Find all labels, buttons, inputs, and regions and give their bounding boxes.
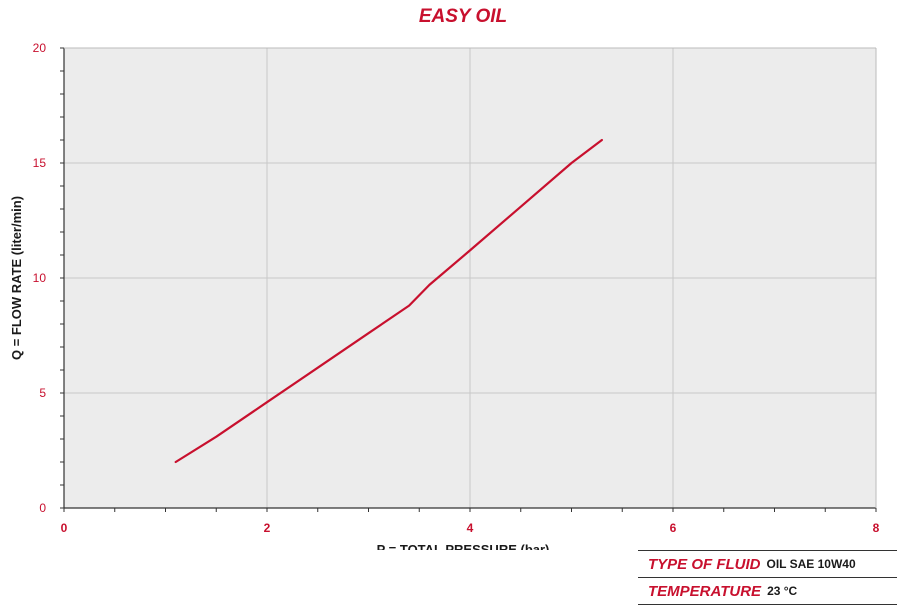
y-axis-label: Q = FLOW RATE (liter/min) (9, 196, 24, 360)
x-tick-label-8: 8 (873, 521, 880, 535)
y-tick-labels: 0 5 10 15 20 (33, 41, 47, 515)
x-tick-label-0: 0 (61, 521, 68, 535)
series-group (174, 138, 603, 464)
fluid-type-row: TYPE OF FLUID OIL SAE 10W40 (638, 551, 897, 578)
chart-title: EASY OIL (419, 6, 507, 27)
x-tick-labels: 0 2 4 6 8 (61, 521, 880, 535)
y-tick-label-10: 10 (33, 271, 47, 285)
fluid-info-table: TYPE OF FLUID OIL SAE 10W40 TEMPERATURE … (638, 550, 897, 605)
axes (60, 47, 877, 512)
fluid-type-value: OIL SAE 10W40 (766, 557, 856, 571)
temperature-value: 23 °C (767, 584, 798, 598)
y-tick-label-5: 5 (39, 386, 46, 400)
chart: EASY OIL 0 2 4 6 8 0 5 10 15 20 P = TOTAL PRESSU… (9, 6, 880, 550)
y-tick-label-0: 0 (39, 501, 46, 515)
temperature-key: TEMPERATURE (648, 582, 762, 600)
fluid-type-key: TYPE OF FLUID (648, 555, 761, 573)
x-tick-label-6: 6 (670, 521, 677, 535)
series-line-0 (174, 138, 603, 464)
x-tick-label-2: 2 (264, 521, 271, 535)
temperature-row: TEMPERATURE 23 °C (638, 578, 897, 605)
x-axis-label: P = TOTAL PRESSURE (bar) (377, 542, 550, 550)
y-tick-label-20: 20 (33, 41, 47, 55)
y-tick-label-15: 15 (33, 156, 47, 170)
x-tick-label-4: 4 (467, 521, 474, 535)
